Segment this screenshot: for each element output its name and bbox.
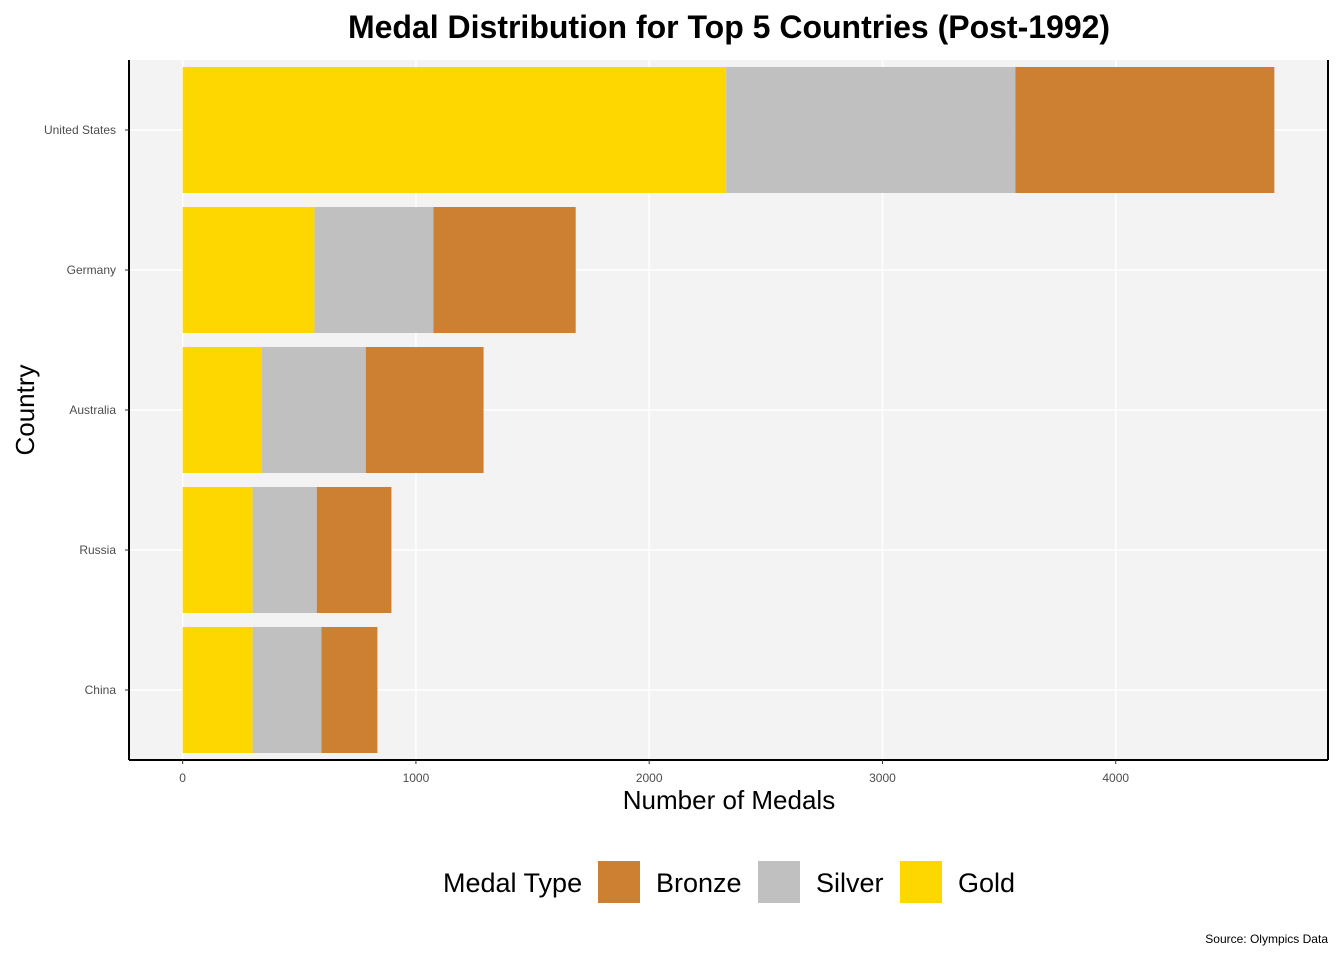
bar-china-bronze [321,627,378,753]
legend-key-silver [758,861,800,903]
y-tick-label: Australia [69,403,116,417]
bar-united-states-bronze [1015,67,1275,193]
bar-australia-bronze [365,347,484,473]
legend-label-silver: Silver [816,868,884,898]
legend-key-bronze [598,861,640,903]
bar-united-states-gold [182,67,727,193]
bar-germany-bronze [433,207,576,333]
x-tick-label: 4000 [1102,771,1129,785]
tick-labels: 0 1000 2000 3000 4000 United States Germany Aus… [44,123,1129,785]
bar-united-states-silver [726,67,1016,193]
chart-title: Medal Distribution for Top 5 Countries (… [348,9,1110,45]
legend-label-gold: Gold [958,868,1015,898]
bar-russia-silver [252,487,317,613]
bar-china-gold [182,627,253,753]
bar-china-silver [252,627,322,753]
x-tick-label: 1000 [403,771,430,785]
y-axis-title: Country [10,364,40,455]
bars-group [182,67,1275,753]
bar-russia-bronze [316,487,392,613]
y-tick-label: United States [44,123,116,137]
legend-key-gold [900,861,942,903]
x-tick-label: 3000 [869,771,896,785]
bar-germany-gold [182,207,315,333]
x-tick-label: 2000 [636,771,663,785]
y-tick-label: Germany [67,263,116,277]
legend-title: Medal Type [443,868,582,898]
source-caption: Source: Olympics Data [1205,932,1328,946]
bar-russia-gold [182,487,253,613]
y-tick-label: Russia [79,543,116,557]
y-tick-label: China [85,683,117,697]
legend-label-bronze: Bronze [656,868,742,898]
bar-australia-silver [261,347,366,473]
x-tick-label: 0 [179,771,186,785]
x-axis-title: Number of Medals [623,785,835,815]
legend: Medal Type Bronze Silver Gold [443,861,1015,903]
bar-germany-silver [314,207,434,333]
bar-australia-gold [182,347,262,473]
